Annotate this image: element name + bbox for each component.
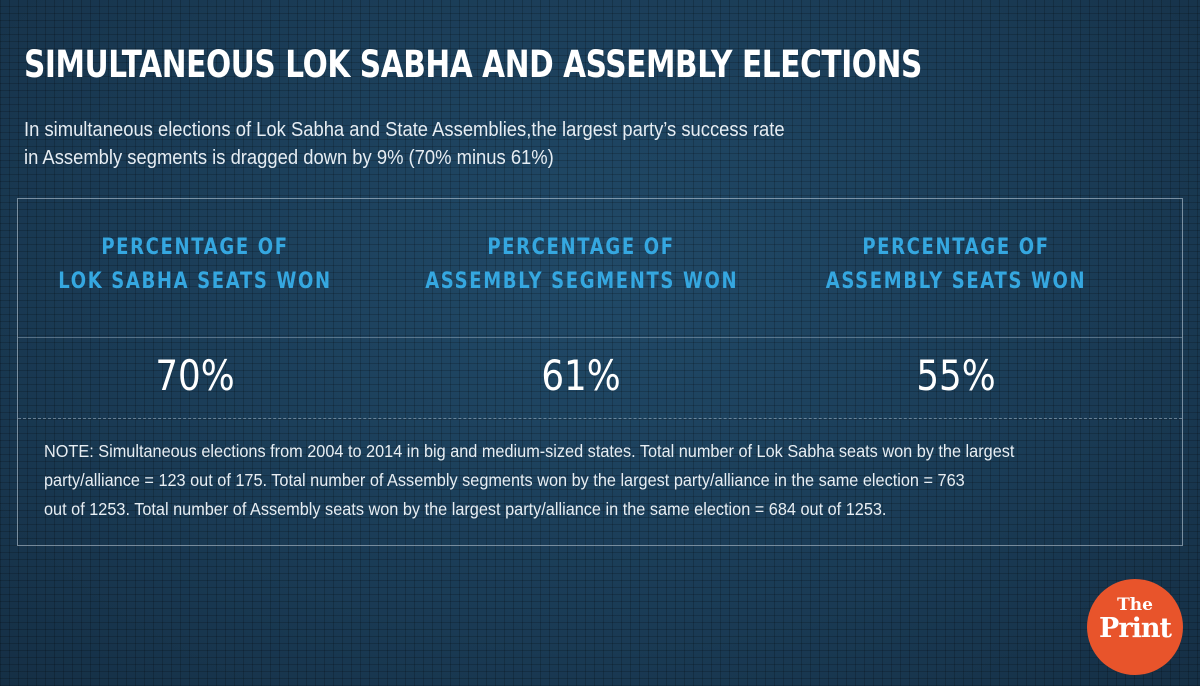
stat-heading-line: ASSEMBLY SEATS WON	[825, 269, 1087, 294]
stat-heading-line: PERCENTAGE OF	[487, 235, 675, 260]
dashed-divider	[18, 418, 1182, 419]
stat-heading-line: PERCENTAGE OF	[101, 235, 289, 260]
stat-heading: PERCENTAGE OF ASSEMBLY SEATS WON	[800, 231, 1112, 299]
stat-heading: PERCENTAGE OF LOK SABHA SEATS WON	[39, 231, 351, 299]
footnote-line: out of 1253. Total number of Assembly se…	[44, 499, 887, 519]
subtitle-line: In simultaneous elections of Lok Sabha a…	[24, 119, 785, 141]
stat-heading-line: ASSEMBLY SEGMENTS WON	[425, 269, 739, 294]
page-title: SIMULTANEOUS LOK SABHA AND ASSEMBLY ELEC…	[24, 43, 922, 86]
subtitle-line: in Assembly segments is dragged down by …	[24, 147, 554, 169]
stat-value: 70%	[155, 351, 235, 400]
stat-heading-line: PERCENTAGE OF	[862, 235, 1050, 260]
logo-text-print: Print	[1099, 613, 1172, 644]
logo-text-the: The	[1117, 595, 1153, 615]
theprint-logo: The Print	[1087, 579, 1183, 675]
stat-value: 55%	[916, 351, 996, 400]
stat-heading-line: LOK SABHA SEATS WON	[58, 269, 332, 294]
footnote-line: NOTE: Simultaneous elections from 2004 t…	[44, 441, 1015, 461]
stats-panel: PERCENTAGE OF LOK SABHA SEATS WON 70% PE…	[17, 198, 1183, 546]
row-divider	[18, 337, 1182, 338]
stat-value: 61%	[541, 351, 621, 400]
subtitle: In simultaneous elections of Lok Sabha a…	[24, 116, 1054, 172]
footnote: NOTE: Simultaneous elections from 2004 t…	[44, 437, 1095, 524]
footnote-line: party/alliance = 123 out of 175. Total n…	[44, 470, 965, 490]
stat-heading: PERCENTAGE OF ASSEMBLY SEGMENTS WON	[425, 231, 737, 299]
